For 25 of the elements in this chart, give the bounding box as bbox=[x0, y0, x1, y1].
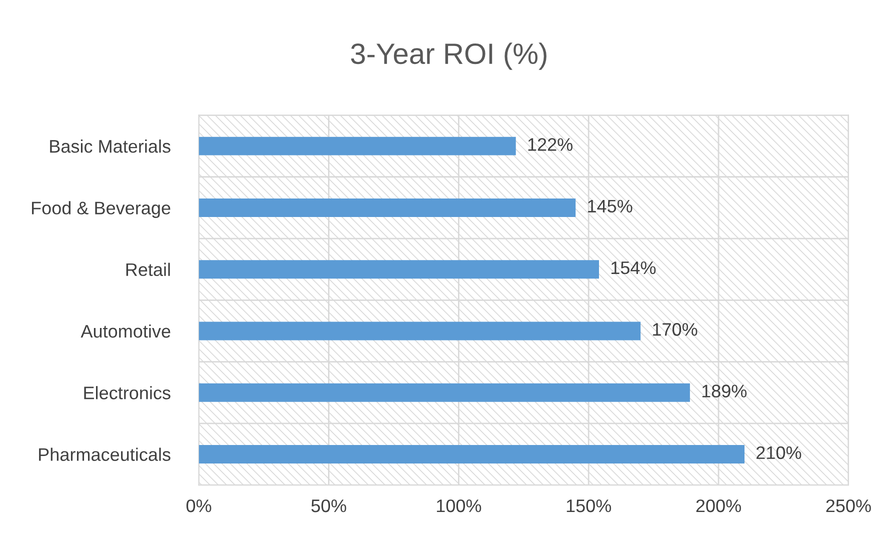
chart-title: 3-Year ROI (%) bbox=[351, 42, 546, 70]
x-tick-label: 250% bbox=[826, 499, 871, 512]
bar bbox=[198, 383, 690, 402]
y-tick-label: Basic Materials bbox=[50, 140, 170, 153]
bar bbox=[198, 260, 599, 279]
x-tick-label: 150% bbox=[566, 499, 612, 512]
bar bbox=[198, 322, 641, 340]
data-label: 170% bbox=[653, 323, 698, 336]
data-label: 122% bbox=[528, 138, 572, 151]
bar bbox=[198, 136, 516, 156]
y-tick-label: Food & Beverage bbox=[32, 201, 170, 218]
y-tick-label: Retail bbox=[126, 262, 170, 276]
data-label: 145% bbox=[588, 200, 632, 213]
x-tick-label: 0% bbox=[186, 499, 212, 512]
x-tick-label: 100% bbox=[436, 499, 482, 512]
bar bbox=[198, 445, 745, 464]
bar bbox=[198, 198, 576, 217]
data-label: 189% bbox=[702, 384, 747, 398]
y-tick-label: Pharmaceuticals bbox=[39, 448, 170, 461]
data-label: 154% bbox=[611, 261, 656, 274]
x-tick-label: 200% bbox=[696, 499, 741, 512]
data-label: 210% bbox=[756, 446, 802, 460]
y-tick-label: Electronics bbox=[84, 386, 170, 400]
y-tick-label: Automotive bbox=[80, 324, 170, 338]
x-tick-label: 50% bbox=[311, 499, 346, 512]
